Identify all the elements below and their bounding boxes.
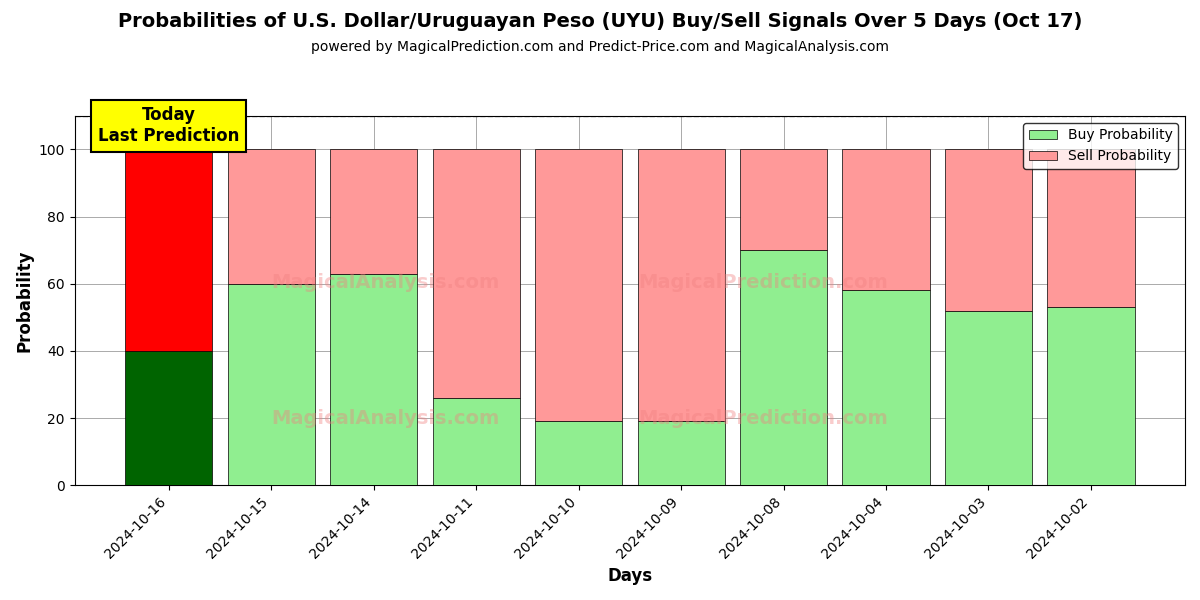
Bar bbox=[125, 149, 212, 351]
Text: Today
Last Prediction: Today Last Prediction bbox=[98, 106, 239, 145]
Bar bbox=[228, 149, 314, 284]
Bar bbox=[535, 421, 622, 485]
Legend: Buy Probability, Sell Probability: Buy Probability, Sell Probability bbox=[1024, 123, 1178, 169]
Bar bbox=[944, 149, 1032, 311]
Bar bbox=[330, 274, 418, 485]
Text: MagicalPrediction.com: MagicalPrediction.com bbox=[638, 409, 888, 428]
Bar bbox=[228, 284, 314, 485]
Text: MagicalAnalysis.com: MagicalAnalysis.com bbox=[271, 272, 499, 292]
Bar bbox=[1048, 149, 1134, 307]
Text: Probabilities of U.S. Dollar/Uruguayan Peso (UYU) Buy/Sell Signals Over 5 Days (: Probabilities of U.S. Dollar/Uruguayan P… bbox=[118, 12, 1082, 31]
Bar bbox=[842, 149, 930, 290]
Bar bbox=[125, 351, 212, 485]
Text: MagicalAnalysis.com: MagicalAnalysis.com bbox=[271, 409, 499, 428]
Bar bbox=[944, 311, 1032, 485]
Bar bbox=[842, 290, 930, 485]
Bar bbox=[330, 149, 418, 274]
Bar bbox=[637, 149, 725, 421]
Bar bbox=[432, 398, 520, 485]
Text: MagicalPrediction.com: MagicalPrediction.com bbox=[638, 272, 888, 292]
Bar bbox=[740, 149, 827, 250]
Bar bbox=[432, 149, 520, 398]
Text: powered by MagicalPrediction.com and Predict-Price.com and MagicalAnalysis.com: powered by MagicalPrediction.com and Pre… bbox=[311, 40, 889, 54]
X-axis label: Days: Days bbox=[607, 567, 653, 585]
Bar bbox=[740, 250, 827, 485]
Y-axis label: Probability: Probability bbox=[16, 249, 34, 352]
Bar bbox=[535, 149, 622, 421]
Bar bbox=[637, 421, 725, 485]
Bar bbox=[1048, 307, 1134, 485]
